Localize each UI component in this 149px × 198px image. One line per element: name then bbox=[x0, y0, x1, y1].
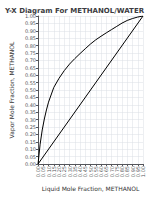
svg-text:Y-X Diagram For METHANOL/WATER: Y-X Diagram For METHANOL/WATER bbox=[4, 7, 145, 15]
svg-text:0.45: 0.45 bbox=[82, 166, 89, 178]
svg-text:0.35: 0.35 bbox=[25, 109, 36, 115]
svg-text:0.15: 0.15 bbox=[50, 166, 57, 178]
svg-text:0.75: 0.75 bbox=[25, 50, 36, 56]
svg-text:0.25: 0.25 bbox=[61, 166, 68, 178]
svg-text:0.95: 0.95 bbox=[25, 20, 36, 26]
svg-text:0.50: 0.50 bbox=[25, 87, 36, 93]
svg-text:0.70: 0.70 bbox=[25, 57, 36, 63]
svg-text:0.90: 0.90 bbox=[25, 28, 36, 34]
svg-text:0.40: 0.40 bbox=[25, 102, 36, 108]
svg-text:1.00: 1.00 bbox=[140, 166, 146, 177]
svg-text:0.10: 0.10 bbox=[45, 166, 52, 178]
svg-text:0.10: 0.10 bbox=[25, 146, 36, 152]
svg-text:0.50: 0.50 bbox=[87, 166, 94, 178]
svg-text:0.20: 0.20 bbox=[25, 131, 36, 137]
svg-text:0.15: 0.15 bbox=[25, 139, 36, 145]
svg-text:0.65: 0.65 bbox=[103, 166, 110, 178]
svg-text:0.45: 0.45 bbox=[25, 94, 36, 100]
svg-text:1.00: 1.00 bbox=[24, 13, 36, 19]
svg-text:0.05: 0.05 bbox=[25, 154, 36, 160]
svg-text:0.00: 0.00 bbox=[35, 166, 41, 178]
svg-text:0.20: 0.20 bbox=[56, 166, 62, 178]
svg-text:0.70: 0.70 bbox=[108, 166, 115, 178]
svg-text:0.90: 0.90 bbox=[129, 166, 136, 178]
svg-text:0.80: 0.80 bbox=[25, 43, 36, 49]
svg-text:0.30: 0.30 bbox=[66, 166, 73, 178]
svg-text:0.25: 0.25 bbox=[25, 124, 36, 130]
svg-text:0.40: 0.40 bbox=[77, 166, 83, 178]
svg-text:0.60: 0.60 bbox=[25, 72, 36, 78]
svg-text:0.95: 0.95 bbox=[134, 166, 141, 178]
svg-text:0.80: 0.80 bbox=[119, 166, 125, 178]
svg-text:0.35: 0.35 bbox=[71, 166, 78, 178]
svg-text:0.60: 0.60 bbox=[98, 166, 104, 178]
svg-text:0.55: 0.55 bbox=[25, 80, 36, 86]
svg-text:0.75: 0.75 bbox=[113, 166, 120, 178]
svg-text:0.00: 0.00 bbox=[24, 161, 36, 167]
svg-text:0.30: 0.30 bbox=[25, 117, 36, 123]
svg-text:0.85: 0.85 bbox=[124, 166, 131, 178]
svg-text:0.85: 0.85 bbox=[25, 35, 36, 41]
svg-text:0.05: 0.05 bbox=[40, 166, 47, 178]
svg-text:Vapor Mole Fraction, METHANOL: Vapor Mole Fraction, METHANOL bbox=[8, 41, 16, 139]
svg-text:Liquid Mole Fraction, METHANOL: Liquid Mole Fraction, METHANOL bbox=[42, 185, 140, 193]
svg-text:0.65: 0.65 bbox=[25, 65, 36, 71]
svg-text:0.55: 0.55 bbox=[92, 166, 99, 178]
